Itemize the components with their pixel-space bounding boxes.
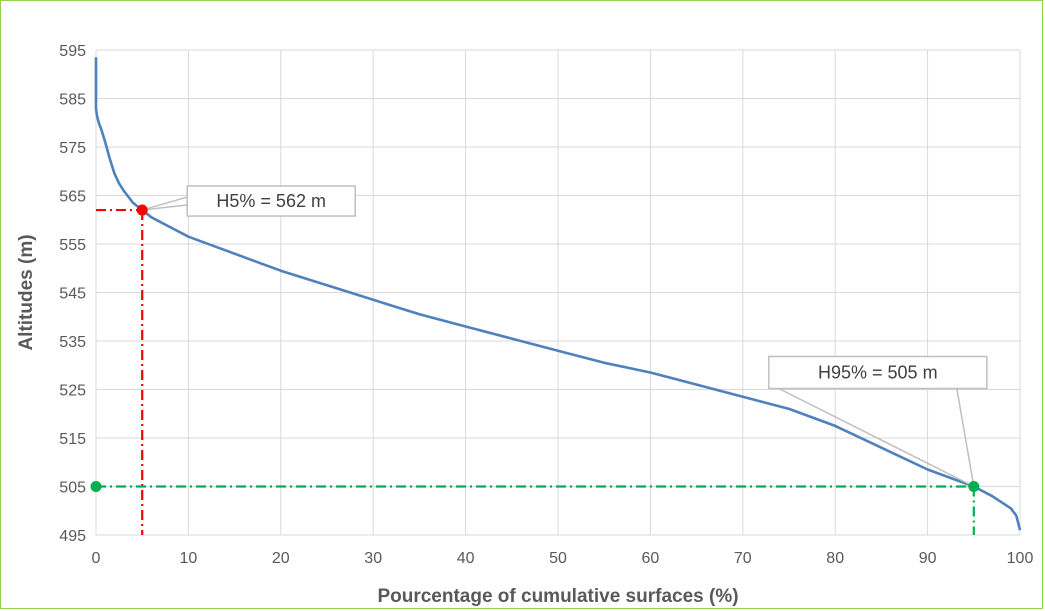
annotation-label: H95% = 505 m (818, 363, 938, 383)
y-tick-label: 525 (59, 383, 86, 400)
annotation-callout: H95% = 505 m (768, 355, 988, 488)
annotation-leader (142, 204, 188, 211)
x-tick-label: 90 (919, 550, 937, 567)
x-tick-labels: 0 10 20 30 40 50 60 70 80 90 100 (92, 550, 1034, 567)
series-layer (94, 57, 1022, 531)
reference-lines (96, 208, 975, 535)
x-tick-label: 30 (364, 550, 382, 567)
annotations: H5% = 562 m H95% = 505 m (141, 185, 988, 488)
annotation-leader (778, 387, 975, 488)
x-tick-label: 80 (826, 550, 844, 567)
data-point (968, 481, 980, 492)
annotation-label: H5% = 562 m (216, 191, 326, 211)
y-axis-title: Altitudes (m) (16, 234, 37, 350)
y-tick-labels: 495 505 515 525 535 545 555 565 575 585 595 (59, 43, 86, 545)
x-tick-label: 20 (272, 550, 290, 567)
y-tick-label: 555 (59, 237, 86, 254)
annotation-leader (956, 388, 975, 487)
annotation-callout: H5% = 562 m (141, 185, 356, 217)
annotation-box (768, 355, 988, 390)
x-tick-label: 0 (92, 550, 101, 567)
y-tick-label: 495 (59, 528, 86, 545)
x-tick-label: 100 (1007, 550, 1034, 567)
x-axis-title: Pourcentage of cumulative surfaces (%) (377, 586, 738, 607)
x-tick-label: 50 (549, 550, 567, 567)
x-tick-label: 70 (734, 550, 752, 567)
y-tick-label: 585 (59, 92, 86, 109)
annotation-box (186, 185, 356, 217)
points-layer (90, 204, 980, 492)
y-tick-label: 545 (59, 286, 86, 303)
x-tick-label: 10 (180, 550, 198, 567)
annotation-leader (141, 196, 188, 211)
series-line (94, 57, 1022, 531)
y-tick-label: 515 (59, 431, 86, 448)
y-tick-label: 595 (59, 43, 86, 60)
x-tick-label: 40 (457, 550, 475, 567)
y-tick-label: 535 (59, 334, 86, 351)
y-tick-label: 505 (59, 480, 86, 497)
grid (95, 49, 1021, 536)
x-tick-label: 60 (642, 550, 660, 567)
y-tick-label: 565 (59, 189, 86, 206)
data-point (90, 481, 102, 492)
y-tick-label: 575 (59, 140, 86, 157)
data-point (136, 204, 148, 216)
